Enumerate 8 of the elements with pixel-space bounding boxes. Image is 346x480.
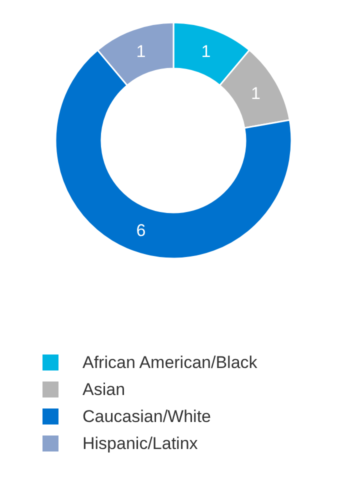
data-label: 1 xyxy=(201,42,211,62)
data-label: 1 xyxy=(251,84,261,103)
data-label: 1 xyxy=(136,42,146,62)
legend-label: African American/Black xyxy=(82,353,258,372)
legend-label: Caucasian/White xyxy=(82,407,212,426)
data-label: 6 xyxy=(136,220,146,240)
legend-label: Hispanic/Latinx xyxy=(82,434,198,453)
legend-label: Asian xyxy=(82,380,126,399)
